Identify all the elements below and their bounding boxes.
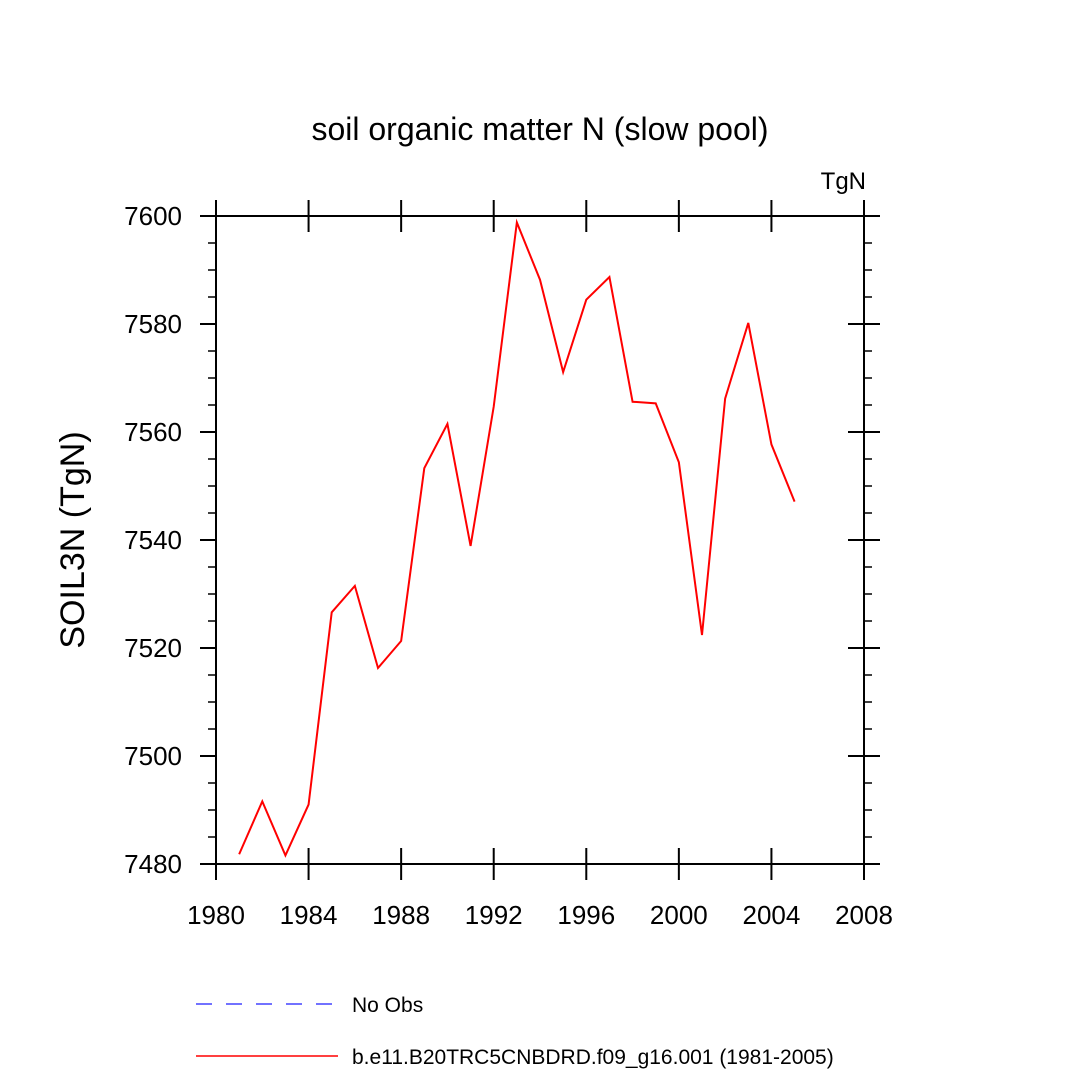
units-label: TgN: [821, 168, 866, 195]
x-tick-label: 1984: [280, 900, 338, 930]
x-axis: 1980 1984 1988 1992 1996 2000 2004 2008: [187, 200, 893, 930]
plot-series: [238, 218, 796, 858]
y-tick-label: 7500: [124, 741, 182, 771]
x-tick-label: 2004: [743, 900, 801, 930]
y-axis-label: SOIL3N (TgN): [54, 431, 92, 648]
legend-label: No Obs: [352, 994, 423, 1017]
chart-title: soil organic matter N (slow pool): [311, 111, 768, 147]
y-tick-label: 7560: [124, 417, 182, 447]
x-tick-label: 1980: [187, 900, 245, 930]
x-tick-label: 1992: [465, 900, 523, 930]
x-tick-label: 2008: [835, 900, 893, 930]
y-tick-label: 7520: [124, 633, 182, 663]
y-tick-label: 7600: [124, 201, 182, 231]
plot-frame: [215, 215, 865, 865]
legend: No Obs b.e11.B20TRC5CNBDRD.f09_g16.001 (1…: [196, 994, 834, 1069]
legend-label: b.e11.B20TRC5CNBDRD.f09_g16.001 (1981-20…: [352, 1046, 834, 1069]
x-tick-label: 1996: [557, 900, 615, 930]
y-axis: 7480 7500 7520 7540 7560 7580 7600: [124, 201, 880, 879]
y-tick-label: 7540: [124, 525, 182, 555]
x-tick-label: 1988: [372, 900, 430, 930]
series-line-1: [238, 218, 796, 858]
x-tick-label: 2000: [650, 900, 708, 930]
y-tick-label: 7480: [124, 849, 182, 879]
y-tick-label: 7580: [124, 309, 182, 339]
